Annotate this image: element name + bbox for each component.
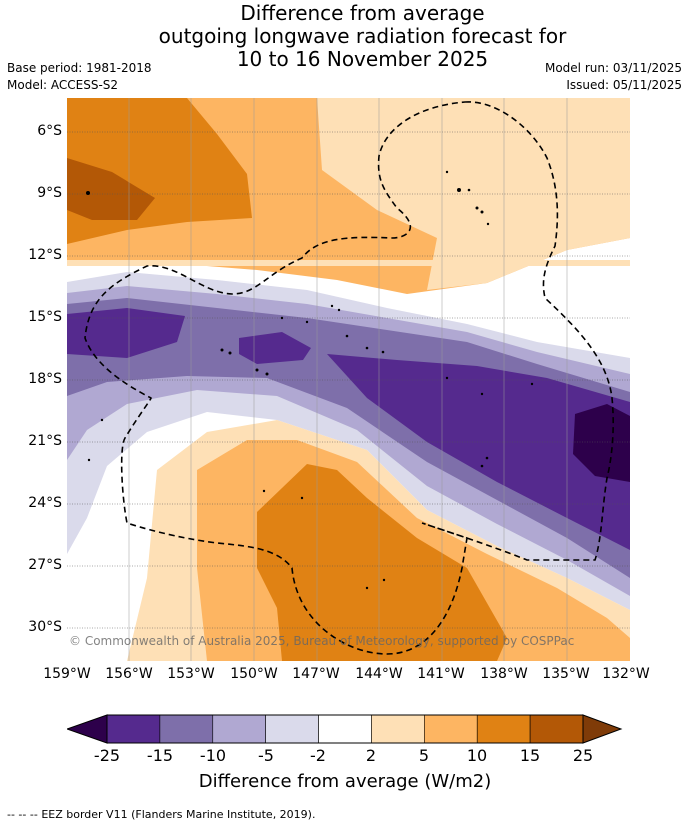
cb-tick-7: 10 [466, 746, 488, 765]
colorbar-segment-0 [106, 714, 161, 744]
anomaly-map [67, 98, 630, 661]
colorbar-outline [106, 714, 584, 744]
band-north-2-5 [317, 98, 630, 290]
lon-label-153w: 153°W [167, 666, 215, 682]
cb-tick-5: 2 [365, 746, 377, 765]
lat-label-24s: 24°S [28, 495, 62, 511]
band-central-minus-15-25-west [67, 308, 185, 358]
title-line-3: 10 to 16 November 2025 [236, 47, 489, 71]
cb-tick-9: 25 [572, 746, 594, 765]
colorbar-segment-1 [159, 714, 214, 744]
lon-label-159w: 159°W [43, 666, 91, 682]
band-north-fringe [67, 260, 630, 266]
cb-tick-3: -5 [258, 746, 274, 765]
lon-gridlines [128, 98, 568, 661]
issued-date: Issued: 05/11/2025 [566, 78, 682, 92]
cb-tick-1: -15 [146, 746, 174, 765]
band-central-minus-15-25-small [239, 332, 311, 364]
colorbar-segment-5 [371, 714, 425, 744]
lat-label-21s: 21°S [28, 433, 62, 449]
islands [86, 170, 534, 590]
lon-label-135w: 135°W [542, 666, 590, 682]
colorbar-over-arrow [582, 714, 623, 744]
eez-dash-marker: -- -- -- [7, 808, 38, 821]
colorbar-segment-4 [318, 714, 372, 744]
cb-tick-6: 5 [418, 746, 430, 765]
lon-label-141w: 141°W [417, 666, 465, 682]
title-line-1: Difference from average [240, 1, 485, 25]
eez-border [84, 101, 614, 655]
lat-label-18s: 18°S [28, 371, 62, 387]
lon-label-144w: 144°W [355, 666, 403, 682]
colorbar-segment-7 [476, 714, 531, 744]
lon-label-147w: 147°W [292, 666, 340, 682]
colorbar-segment-2 [212, 714, 266, 744]
lon-label-138w: 138°W [480, 666, 528, 682]
colorbar-label: Difference from average (W/m2) [198, 771, 492, 792]
band-central-below-25 [573, 404, 630, 482]
cb-tick-2: -10 [199, 746, 227, 765]
lat-label-12s: 12°S [28, 247, 62, 263]
model-run: Model run: 03/11/2025 [544, 61, 682, 75]
lat-label-15s: 15°S [28, 309, 62, 325]
eez-legend-text: EEZ border V11 (Flanders Marine Institut… [41, 808, 316, 821]
band-central-minus-10-15 [67, 298, 630, 578]
title-line-2: outgoing longwave radiation forecast for [158, 24, 567, 48]
meta-right: Model run: 03/11/2025 Issued: 05/11/2025 [545, 60, 682, 94]
base-period: Base period: 1981-2018 [7, 61, 152, 75]
lat-label-27s: 27°S [28, 557, 62, 573]
lon-label-150w: 150°W [230, 666, 278, 682]
cb-tick-8: 15 [519, 746, 541, 765]
copyright-text: © Commonwealth of Australia 2025, Bureau… [69, 634, 575, 648]
colorbar-under-arrow [67, 714, 108, 744]
colorbar-segment-3 [265, 714, 319, 744]
model-name: Model: ACCESS-S2 [7, 78, 119, 92]
colorbar [67, 714, 623, 744]
band-south-10-15 [257, 464, 507, 661]
meta-left: Base period: 1981-2018 Model: ACCESS-S2 [7, 60, 152, 94]
lat-label-30s: 30°S [28, 619, 62, 635]
eez-legend: -- -- -- EEZ border V11 (Flanders Marine… [7, 808, 315, 821]
lat-label-9s: 9°S [37, 185, 62, 201]
colorbar-segment-6 [424, 714, 478, 744]
lon-label-132w: 132°W [602, 666, 650, 682]
band-central-minus-15-25-east [327, 354, 630, 550]
lon-label-156w: 156°W [105, 666, 153, 682]
band-north-15-25 [67, 158, 155, 220]
cb-tick-0: -25 [93, 746, 121, 765]
lat-label-6s: 6°S [37, 123, 62, 139]
cb-tick-4: -2 [310, 746, 326, 765]
colorbar-segments [106, 714, 584, 744]
anomaly-map-svg [67, 98, 630, 661]
colorbar-segment-8 [529, 714, 584, 744]
